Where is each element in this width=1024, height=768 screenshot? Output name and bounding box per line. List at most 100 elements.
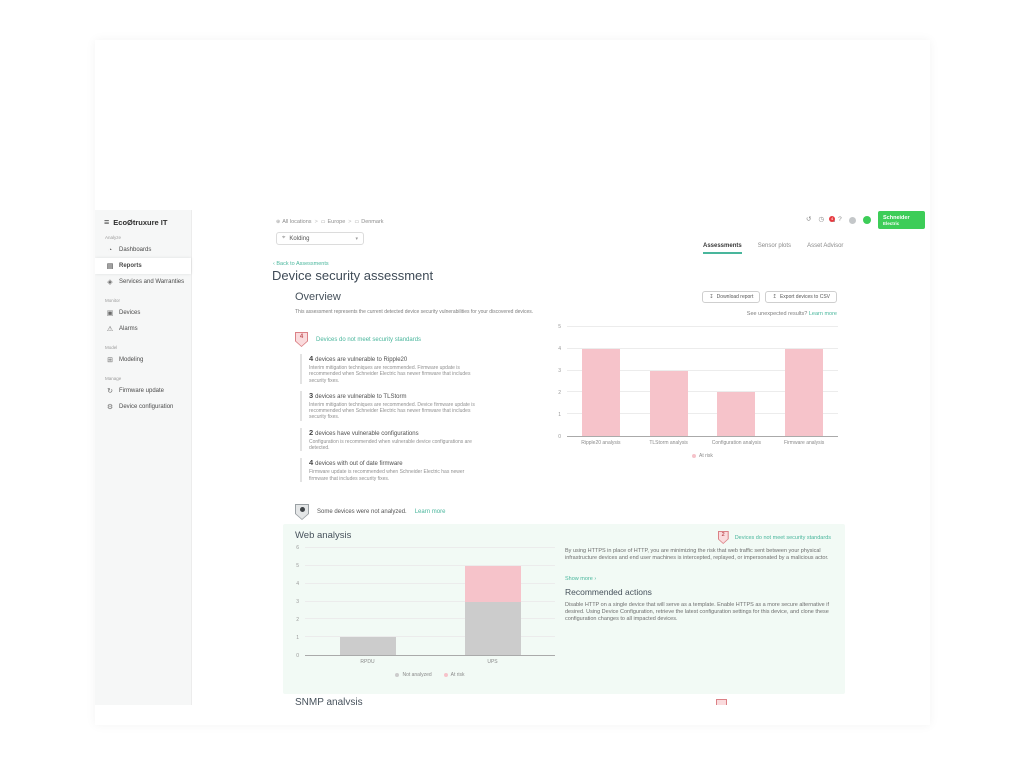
gridline xyxy=(305,636,555,638)
tab-assessments[interactable]: Assessments xyxy=(703,243,742,254)
y-tick-label: 1 xyxy=(558,412,561,418)
sidebar-item-services-warranties[interactable]: ◈ Services and Warranties xyxy=(95,274,191,290)
web-analysis-heading: Web analysis xyxy=(295,530,352,541)
sidebar: ≡ EcoØtruxure IT Analyze ◔ Dashboards ▤ … xyxy=(95,210,192,705)
x-axis-label: UPS xyxy=(487,659,498,665)
web-analysis-panel: Web analysis 2 Devices do not meet secur… xyxy=(283,524,845,694)
back-to-assessments-link[interactable]: ‹ Back to Assessments xyxy=(273,261,329,267)
folder-icon: ▭ xyxy=(320,219,326,225)
breadcrumb-denmark[interactable]: ▭ Denmark xyxy=(354,219,384,225)
web-security-badge: 2 Devices do not meet security standards xyxy=(717,531,831,544)
x-axis-label: Ripple20 analysis xyxy=(581,440,621,446)
y-tick-label: 4 xyxy=(558,346,561,352)
bar-segment-at-risk xyxy=(464,565,521,602)
sidebar-section-monitor: Monitor xyxy=(105,298,121,303)
y-tick-label: 6 xyxy=(296,545,299,551)
finding-tlstorm: 3 devices are vulnerable to TLStorm Inter… xyxy=(300,390,480,421)
gridline xyxy=(567,326,838,327)
user-avatar[interactable] xyxy=(848,216,856,224)
show-more-link[interactable]: Show more › xyxy=(565,576,597,582)
chart-y-axis: 0 1 2 3 4 5 xyxy=(553,324,563,440)
refresh-icon[interactable]: ↺ xyxy=(806,216,812,223)
learn-more-link[interactable]: Learn more xyxy=(414,509,446,515)
sidebar-item-device-configuration[interactable]: ⚙ Device configuration xyxy=(95,399,191,415)
header-icons: ↺ ◷ 4 ? xyxy=(806,216,871,224)
breadcrumb-europe[interactable]: ▭ Europe xyxy=(320,219,346,225)
hamburger-menu-icon[interactable]: ≡ xyxy=(104,217,110,227)
chart-column xyxy=(567,327,635,436)
download-report-button[interactable]: ↧ Download report xyxy=(702,291,761,303)
logo-glyph: Ø xyxy=(127,218,133,227)
shield-neutral-icon xyxy=(295,504,309,520)
location-selector[interactable]: ⌖ Kolding ▾ xyxy=(276,232,364,245)
firmware-update-icon: ↻ xyxy=(107,388,113,395)
tab-asset-advisor[interactable]: Asset Advisor xyxy=(807,243,844,249)
notification-badge: 4 xyxy=(829,216,836,222)
export-icon: ↥ xyxy=(772,294,777,300)
reports-icon: ▤ xyxy=(106,263,114,270)
snmp-security-badge xyxy=(716,699,727,705)
export-devices-csv-button[interactable]: ↥ Export devices to CSV xyxy=(765,291,837,303)
y-tick-label: 0 xyxy=(558,434,561,440)
learn-more-link[interactable]: Learn more xyxy=(808,311,837,317)
gridline xyxy=(567,369,838,371)
finding-firmware: 4 devices with out of date firmware Firmw… xyxy=(300,458,480,482)
ecostruxure-app: ≡ EcoØtruxure IT Analyze ◔ Dashboards ▤ … xyxy=(95,210,930,705)
sidebar-item-dashboards[interactable]: ◔ Dashboards xyxy=(95,242,191,258)
overview-heading: Overview xyxy=(295,291,341,303)
sidebar-item-firmware-update[interactable]: ↻ Firmware update xyxy=(95,383,191,399)
legend-dot-icon xyxy=(692,454,697,458)
device-configuration-icon: ⚙ xyxy=(106,404,114,411)
y-tick-label: 1 xyxy=(296,635,299,642)
sidebar-item-label: Reports xyxy=(119,263,142,269)
bar-segment-at-risk xyxy=(649,370,688,436)
sidebar-item-devices[interactable]: ▣ Devices xyxy=(95,305,191,321)
gridline xyxy=(567,413,838,415)
gridline xyxy=(567,391,838,393)
overview-chart: 0 1 2 3 4 5 Ripple20 analysis TLStorm analysis… xyxy=(553,324,838,459)
chart-column xyxy=(635,327,703,436)
legend-item: Not analyzed xyxy=(395,672,432,678)
legend-dot-icon xyxy=(395,673,400,677)
sidebar-item-alarms[interactable]: ⚠ Alarms xyxy=(95,321,191,337)
unexpected-results-text: See unexpected results? Learn more xyxy=(746,311,837,317)
tab-sensor-plots[interactable]: Sensor plots xyxy=(757,243,792,249)
x-axis-label: Configuration analysis xyxy=(711,440,761,446)
bar-segment-at-risk xyxy=(581,348,620,436)
forward-icon: › xyxy=(594,576,597,582)
sidebar-section-manage: Manage xyxy=(105,376,122,381)
gridline xyxy=(305,564,555,566)
clock-icon[interactable]: ◷ xyxy=(818,216,825,223)
help-icon[interactable]: ? xyxy=(838,216,842,223)
x-axis-label: TLStorm analysis xyxy=(649,440,688,446)
findings-list: 4 devices are vulnerable to Ripple20 Inte… xyxy=(300,354,480,482)
sidebar-item-label: Firmware update xyxy=(119,388,165,394)
globe-icon: ⊕ xyxy=(276,219,281,225)
sidebar-item-reports[interactable]: ▤ Reports xyxy=(95,258,191,274)
legend-item: At risk xyxy=(692,453,713,459)
y-tick-label: 2 xyxy=(558,390,561,396)
x-axis-label: Firmware analysis xyxy=(783,440,825,446)
download-icon: ↧ xyxy=(709,294,714,300)
sidebar-item-modeling[interactable]: ⊞ Modeling xyxy=(95,352,191,368)
overview-description: This assessment represents the current d… xyxy=(295,309,534,315)
y-tick-label: 5 xyxy=(296,563,299,569)
not-analyzed-row: Some devices were not analyzed. Learn mo… xyxy=(295,504,445,520)
web-analysis-description: By using HTTPS in place of HTTP, you are… xyxy=(565,548,829,561)
breadcrumb-separator: > xyxy=(348,219,352,225)
chart-legend: Not analyzed At risk xyxy=(305,672,555,678)
breadcrumb: ⊕ All locations > ▭ Europe > ▭ Denmark xyxy=(276,219,384,225)
bar-segment-at-risk xyxy=(785,348,824,436)
shield-warning-icon xyxy=(716,699,727,705)
sidebar-item-label: Dashboards xyxy=(119,247,152,253)
schneider-electric-logo: Schneider Electric xyxy=(878,211,925,229)
sidebar-item-label: Modeling xyxy=(119,357,144,363)
chart-legend: At risk xyxy=(567,453,838,459)
gridline xyxy=(305,618,555,620)
breadcrumb-all-locations[interactable]: ⊕ All locations xyxy=(276,219,312,225)
sidebar-item-label: Devices xyxy=(119,310,141,316)
security-standards-badge: 4 Devices do not meet security standards xyxy=(295,332,421,347)
web-analysis-chart: 0 1 2 3 4 5 6 RPDU UPS Not analyzed At risk xyxy=(291,545,555,678)
y-tick-label: 0 xyxy=(296,653,299,659)
status-dot-icon xyxy=(862,216,871,224)
